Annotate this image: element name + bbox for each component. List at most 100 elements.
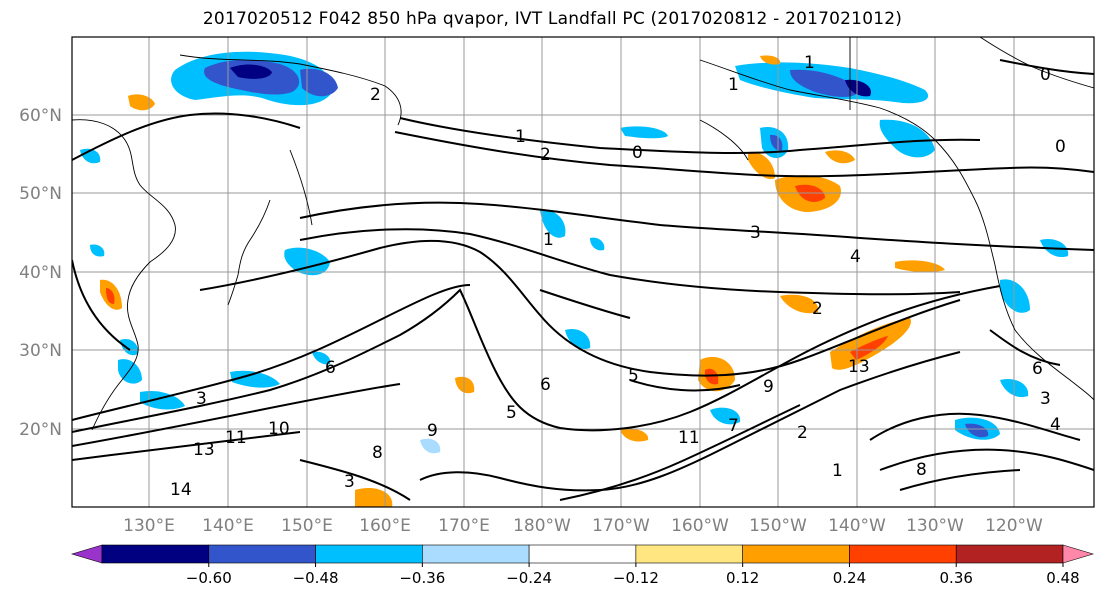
contour-label: 11: [678, 428, 700, 448]
colorbar-bin: [635, 544, 743, 564]
colorbar-tick-label: −0.60: [186, 569, 232, 587]
anomaly-patch: [90, 244, 105, 257]
contour-label: 10: [268, 419, 290, 439]
colorbar-bins: [70, 544, 1095, 564]
contour-label: 1: [543, 230, 554, 250]
map-frame: [71, 36, 1095, 508]
shaded-anomaly-layer: [80, 51, 1069, 507]
anomaly-patch: [565, 328, 591, 350]
anomaly-patch: [420, 438, 441, 454]
contour-label: 1: [832, 461, 843, 481]
anomaly-patch: [760, 55, 781, 65]
anomaly-patch: [455, 376, 475, 394]
lon-label: 160°W: [671, 516, 729, 536]
lat-label: 50°N: [19, 184, 62, 204]
contour-label: 1: [728, 75, 739, 95]
anomaly-patch: [540, 209, 566, 238]
anomaly-patch: [230, 370, 280, 388]
contour-label: 14: [170, 480, 192, 500]
anomaly-patch: [230, 64, 272, 79]
contour-label: 0: [1040, 65, 1051, 85]
lon-label: 120°W: [985, 516, 1043, 536]
contour-label: 3: [344, 472, 355, 492]
lon-label: 130°E: [123, 516, 175, 536]
contour-label: 1: [804, 53, 815, 73]
anomaly-patch: [590, 237, 605, 251]
colorbar-tick-label: −0.36: [399, 569, 445, 587]
lat-label: 30°N: [19, 341, 62, 361]
contour-label: 4: [1050, 415, 1061, 435]
anomaly-patch: [895, 260, 945, 273]
lat-label: 40°N: [19, 263, 62, 283]
contour-label: 2: [812, 299, 823, 319]
contour-label: 7: [728, 416, 739, 436]
contour-label: 0: [1055, 137, 1066, 157]
colorbar-bin: [208, 544, 316, 564]
colorbar-tick-label: −0.12: [613, 569, 659, 587]
colorbar-tick-labels: −0.60 −0.48 −0.36 −0.24 −0.12 0.12 0.24 0.36 0.4…: [186, 563, 1080, 587]
contour-label: 3: [750, 223, 761, 243]
lat-label: 20°N: [19, 420, 62, 440]
colorbar-bin: [70, 544, 103, 564]
lon-label: 170°E: [438, 516, 490, 536]
lon-label: 140°W: [828, 516, 886, 536]
contour-label: 1: [515, 127, 526, 147]
colorbar-bin: [528, 544, 637, 564]
anomaly-patch: [825, 150, 855, 164]
contour-label: 11: [225, 428, 247, 448]
contour-label: 5: [506, 403, 517, 423]
anomaly-patch: [120, 338, 139, 356]
lat-label: 60°N: [19, 106, 62, 126]
contour-label: 6: [1032, 359, 1043, 379]
anomaly-patch: [355, 487, 393, 507]
anomaly-patch: [879, 119, 935, 158]
anomaly-patch: [748, 151, 775, 180]
contour-label: 5: [628, 366, 639, 386]
colorbar-bin: [422, 544, 530, 564]
lon-label: 130°W: [906, 516, 964, 536]
anomaly-patch: [780, 294, 819, 314]
contour-label: 13: [848, 357, 870, 377]
lon-label: 180°W: [513, 516, 571, 536]
anomaly-patch: [312, 351, 331, 365]
anomaly-patch: [704, 368, 719, 385]
colorbar-bin: [1062, 544, 1095, 564]
contour-label: 2: [540, 145, 551, 165]
lon-label: 160°E: [359, 516, 411, 536]
latitude-labels: 60°N 50°N 40°N 30°N 20°N: [19, 106, 62, 440]
lon-label: 170°W: [592, 516, 650, 536]
colorbar-tick-label: −0.48: [293, 569, 339, 587]
contour-label: 8: [916, 460, 927, 480]
contour-label: 3: [196, 389, 207, 409]
anomaly-patch: [845, 79, 871, 97]
colorbar-bin: [955, 544, 1064, 564]
colorbar-tick-label: 0.36: [940, 569, 973, 587]
contour-label: 4: [850, 247, 861, 267]
colorbar-bin: [849, 544, 957, 564]
colorbar-bin: [742, 544, 850, 564]
anomaly-patch: [965, 423, 989, 438]
contour-label: 2: [370, 85, 381, 105]
contour-label: 8: [372, 443, 383, 463]
lon-label: 150°W: [749, 516, 807, 536]
anomaly-patch: [106, 288, 115, 304]
contour-label: 2: [797, 423, 808, 443]
colorbar-bin: [101, 544, 210, 564]
contour-label: 6: [540, 375, 551, 395]
colorbar-bin: [315, 544, 423, 564]
longitude-labels: 130°E 140°E 150°E 160°E 170°E 180°W 170°…: [123, 516, 1043, 536]
contour-label: 13: [193, 440, 215, 460]
contour-label: 9: [763, 377, 774, 397]
map-title: 2017020512 F042 850 hPa qvapor, IVT Land…: [202, 9, 903, 29]
contour-label: 3: [1040, 389, 1051, 409]
anomaly-patch: [710, 407, 741, 425]
lon-label: 150°E: [281, 516, 333, 536]
anomaly-patch: [620, 126, 668, 139]
anomaly-patch: [140, 390, 185, 410]
anomaly-patch: [128, 94, 155, 111]
contour-label: 0: [632, 143, 643, 163]
ivt-contours: [72, 59, 1094, 501]
colorbar-tick-label: 0.12: [726, 569, 759, 587]
colorbar: −0.60 −0.48 −0.36 −0.24 −0.12 0.12 0.24 0.36 0.4…: [70, 544, 1095, 587]
